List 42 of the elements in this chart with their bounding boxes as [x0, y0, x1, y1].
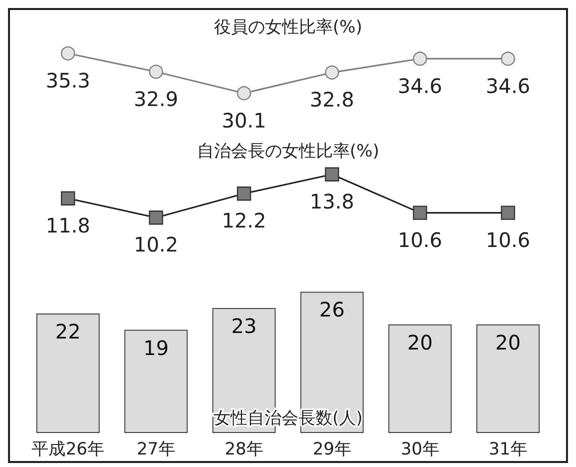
- data-label: 10.6: [398, 228, 442, 252]
- point: [324, 65, 340, 80]
- point: [148, 210, 164, 225]
- x-tick-label: 29年: [312, 440, 352, 460]
- data-label: 11.8: [46, 214, 90, 238]
- point: [324, 167, 340, 182]
- x-tick-label: 31年: [488, 440, 528, 460]
- data-label: 30.1: [222, 108, 266, 132]
- data-label: 34.6: [398, 74, 442, 98]
- x-tick-label: 30年: [400, 440, 440, 460]
- data-label: 32.8: [310, 88, 354, 112]
- data-label: 12.2: [222, 208, 266, 233]
- data-label: 32.9: [134, 86, 178, 111]
- point: [500, 206, 516, 220]
- bar: [124, 330, 188, 433]
- data-label: 26: [319, 298, 345, 322]
- data-label: 20: [495, 330, 521, 354]
- data-label: 10.6: [486, 228, 530, 252]
- chart-title: 役員の女性比率(%): [214, 18, 362, 38]
- data-label: 34.6: [486, 74, 530, 98]
- point: [412, 206, 428, 220]
- bar: [388, 324, 452, 433]
- data-label: 22: [55, 319, 81, 344]
- point: [236, 86, 252, 100]
- bar: [476, 324, 540, 433]
- point: [60, 191, 76, 206]
- point: [236, 186, 252, 201]
- data-label: 10.2: [134, 232, 178, 257]
- point: [60, 46, 76, 60]
- x-tick-label: 28年: [224, 440, 264, 460]
- bar: [36, 313, 100, 433]
- data-label: 13.8: [310, 190, 354, 214]
- data-label: 20: [407, 330, 433, 354]
- data-label: 19: [143, 336, 169, 360]
- point: [500, 52, 516, 66]
- chart-title: 自治会長の女性比率(%): [196, 142, 380, 162]
- data-label: 35.3: [46, 68, 90, 92]
- point: [412, 52, 428, 66]
- x-tick-label: 27年: [136, 440, 176, 460]
- point: [148, 64, 164, 79]
- data-label: 23: [231, 314, 257, 338]
- x-tick-label: 平成26年: [32, 440, 104, 460]
